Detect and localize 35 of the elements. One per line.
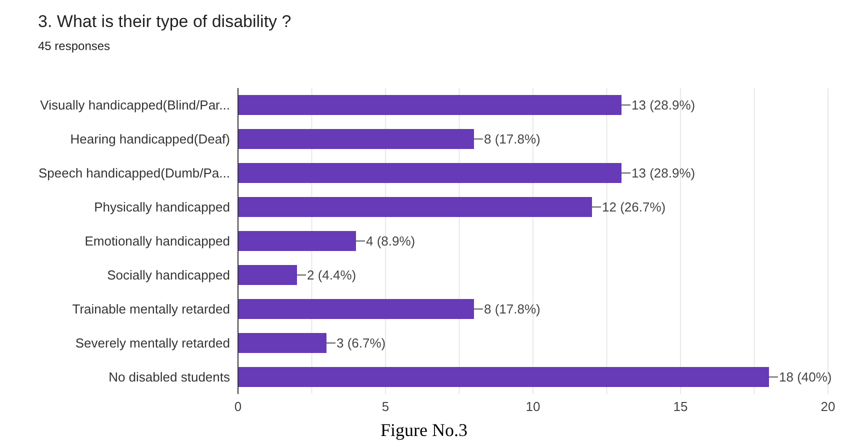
x-tick-label: 15 — [673, 399, 688, 414]
bar — [238, 265, 297, 285]
bar — [238, 197, 592, 217]
data-label: 8 (17.8%) — [484, 302, 540, 317]
y-tick-label: Visually handicapped(Blind/Par... — [40, 98, 230, 113]
bar — [238, 163, 622, 183]
y-tick-label: Trainable mentally retarded — [72, 302, 230, 317]
bar — [238, 367, 769, 387]
x-tick-label: 20 — [820, 399, 836, 414]
chart-title: 3. What is their type of disability ? — [38, 12, 292, 32]
y-tick-label: Physically handicapped — [94, 200, 230, 215]
data-label: 2 (4.4%) — [307, 268, 356, 283]
y-tick-label: Speech handicapped(Dumb/Pa... — [38, 166, 230, 181]
x-tick-label: 0 — [234, 399, 242, 414]
data-label: 3 (6.7%) — [336, 336, 386, 351]
data-label: 18 (40%) — [779, 370, 832, 385]
x-tick-label: 5 — [382, 399, 390, 414]
data-label: 8 (17.8%) — [484, 132, 540, 147]
y-tick-label: Hearing handicapped(Deaf) — [70, 132, 230, 147]
data-label: 13 (28.9%) — [632, 166, 696, 181]
text: Figure No.3 — [380, 420, 468, 441]
y-tick-label: Severely mentally retarded — [75, 336, 230, 351]
bar — [238, 299, 474, 319]
bar — [238, 231, 356, 251]
data-label: 13 (28.9%) — [632, 98, 696, 113]
y-tick-label: Emotionally handicapped — [84, 234, 230, 249]
bar — [238, 333, 326, 353]
data-label: 4 (8.9%) — [366, 234, 416, 249]
bar — [238, 95, 622, 115]
text: 45 responses — [38, 39, 110, 53]
y-tick-label: Socially handicapped — [107, 268, 230, 283]
y-tick-label: No disabled students — [108, 370, 230, 385]
bar — [238, 129, 474, 149]
x-tick-label: 10 — [526, 399, 540, 414]
data-label: 12 (26.7%) — [602, 200, 666, 215]
